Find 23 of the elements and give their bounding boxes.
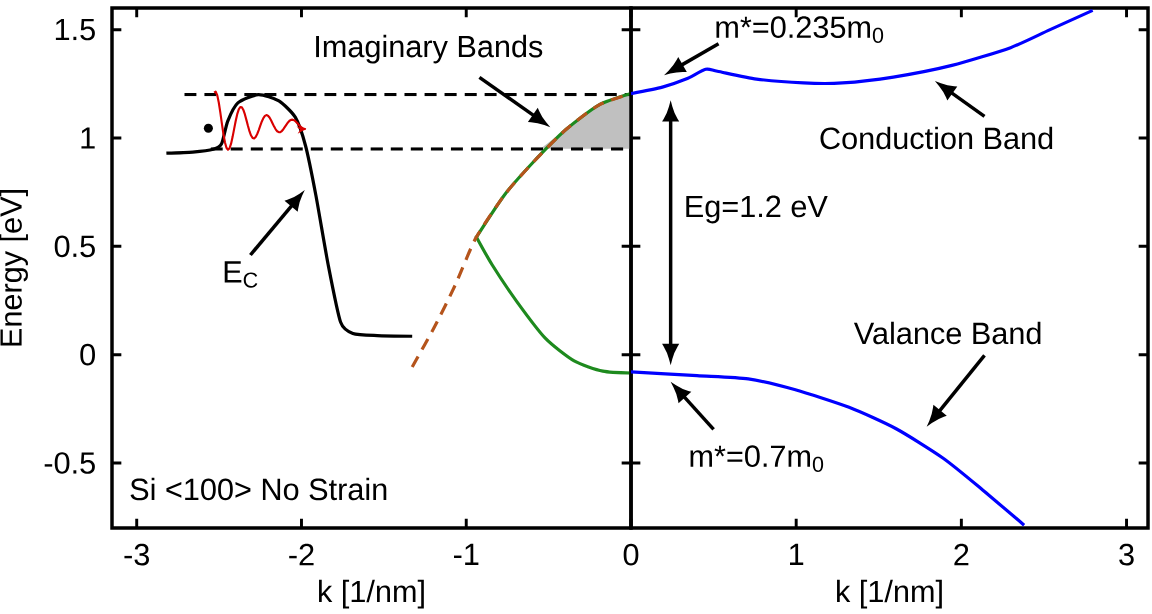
- annotation: Si <100> No Strain: [130, 477, 387, 501]
- y-tick-label: 1.5: [55, 18, 95, 41]
- y-tick-label: -0.5: [44, 452, 95, 474]
- y-axis-title: Energy [eV]: [0, 190, 28, 346]
- y-tick-label: 1: [81, 127, 95, 149]
- x-axis-title: k [1/nm]: [319, 579, 424, 609]
- y-tick-label: 0: [80, 343, 95, 366]
- x-tick-label: -3: [124, 543, 149, 566]
- x-tick-label: 0: [623, 543, 639, 566]
- y-tick-label: 0.5: [54, 235, 95, 258]
- x-tick-label: -1: [453, 543, 479, 565]
- x-tick-label: 2: [954, 543, 969, 566]
- annotation: m*=0.7m$_{0}$: [690, 445, 824, 472]
- annotation: Imaginary Bands: [316, 34, 543, 64]
- x-tick-label: 3: [1119, 543, 1134, 566]
- x-tick-label: -2: [289, 543, 314, 566]
- x-axis-title: k [1/nm]: [837, 579, 942, 609]
- annotation: m*=0.235m$_{0}$: [716, 16, 884, 43]
- x-tick-label: 1: [790, 543, 804, 565]
- annotation: Eg=1.2 eV: [686, 195, 828, 224]
- annotation: Valance Band: [853, 321, 1041, 345]
- annotation: Conduction Band: [820, 126, 1053, 150]
- annotation: E$_{C}$: [224, 261, 258, 288]
